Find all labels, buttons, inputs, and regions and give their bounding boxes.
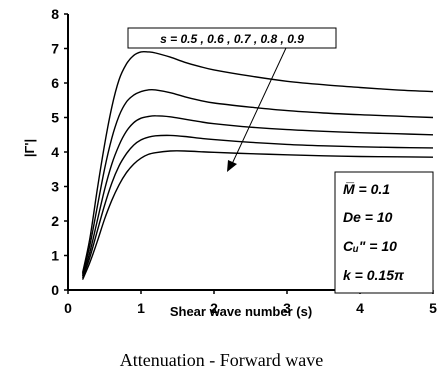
series-line-2 [81, 88, 434, 275]
x-axis-title: Shear wave number (s) [170, 304, 312, 319]
x-tick-label: 4 [356, 300, 364, 316]
parameter-box-frame [334, 171, 434, 294]
y-axis-title: |Γ'| [22, 139, 37, 157]
y-tick-label: 5 [51, 110, 59, 126]
y-tick-label: 3 [51, 179, 59, 195]
x-tick-label: 5 [429, 300, 437, 316]
s-annotation-label: s = 0.5 , 0.6 , 0.7 , 0.8 , 0.9 [160, 32, 304, 46]
x-tick-label: 2 [210, 300, 218, 316]
trend-arrow [227, 47, 287, 172]
series-line-3 [81, 115, 434, 277]
chart: 0 1 2 3 4 5 6 7 8 0 1 2 3 4 5 Shear wave number (s) |… [22, 6, 437, 319]
param-k: k = 0.15π [343, 267, 405, 283]
param-de: De = 10 [343, 209, 393, 225]
figure-caption: Attenuation - Forward wave [119, 350, 324, 370]
series-line-1 [81, 50, 434, 273]
x-tick-label: 1 [137, 300, 145, 316]
y-tick-label: 6 [51, 75, 59, 91]
y-tick-labels: 0 1 2 3 4 5 6 7 8 [51, 6, 59, 298]
y-tick-label: 1 [51, 248, 59, 264]
y-tick-label: 0 [51, 282, 59, 298]
y-tick-label: 8 [51, 6, 59, 22]
param-cu: Cᵤ" = 10 [343, 238, 397, 254]
x-tick-labels: 0 1 2 3 4 5 [64, 300, 437, 316]
parameter-box: M̅ = 0.1 De = 10 Cᵤ" = 10 k = 0.15π [334, 171, 434, 294]
series-line-5 [81, 150, 434, 280]
s-annotation: s = 0.5 , 0.6 , 0.7 , 0.8 , 0.9 [127, 27, 337, 49]
x-tick-label: 0 [64, 300, 72, 316]
series-line-4 [81, 134, 434, 279]
y-tick-label: 2 [51, 213, 59, 229]
curves [81, 50, 434, 280]
y-tick-label: 4 [51, 144, 59, 160]
y-tick-label: 7 [51, 41, 59, 57]
s-annotation-box [127, 27, 337, 49]
param-mach: M̅ = 0.1 [343, 181, 390, 197]
x-tick-label: 3 [283, 300, 291, 316]
